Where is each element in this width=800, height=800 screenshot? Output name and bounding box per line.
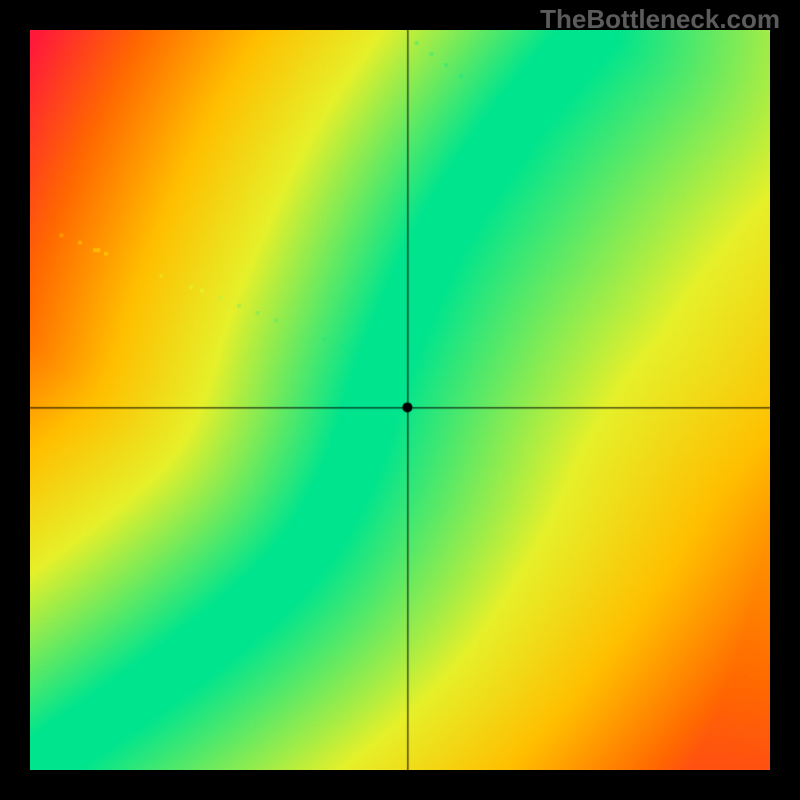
- watermark-text: TheBottleneck.com: [540, 4, 780, 35]
- crosshair-overlay: [30, 30, 770, 770]
- chart-container: { "canvas": { "width": 800, "height": 80…: [0, 0, 800, 800]
